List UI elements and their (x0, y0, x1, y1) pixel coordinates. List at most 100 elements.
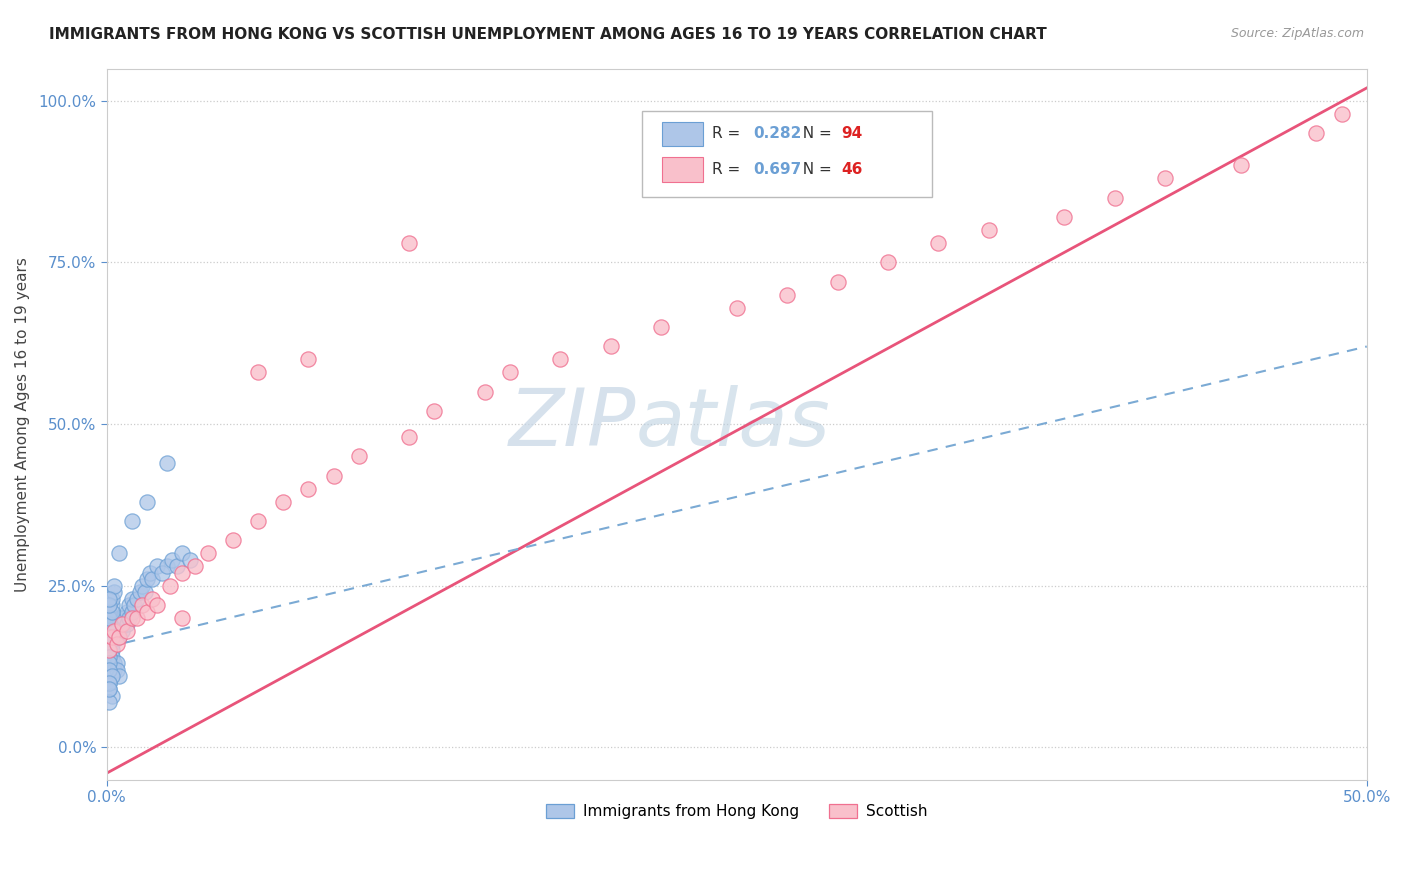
Point (1330, 107, 1353, 121)
Point (118, 611, 141, 625)
Point (136, 605, 159, 619)
Text: 46: 46 (841, 162, 863, 177)
Point (112, 611, 135, 625)
Point (131, 579, 153, 593)
Text: N =: N = (793, 162, 837, 177)
Point (927, 235, 949, 250)
Point (124, 598, 146, 612)
Point (100, 624, 122, 638)
Point (101, 669, 124, 683)
Point (650, 320, 672, 334)
Point (108, 546, 131, 560)
Point (776, 287, 799, 301)
Point (172, 566, 194, 580)
Text: IMMIGRANTS FROM HONG KONG VS SCOTTISH UNEMPLOYMENT AMONG AGES 16 TO 19 YEARS COR: IMMIGRANTS FROM HONG KONG VS SCOTTISH UN… (49, 27, 1047, 42)
Point (827, 275, 849, 289)
Point (101, 598, 124, 612)
Point (725, 301, 748, 315)
Point (156, 456, 179, 470)
Point (108, 631, 131, 645)
Text: 94: 94 (841, 127, 863, 142)
Point (98, 611, 121, 625)
Point (98, 617, 121, 632)
Point (101, 631, 124, 645)
Point (121, 514, 143, 528)
Point (347, 450, 370, 464)
Point (98, 657, 121, 671)
Point (107, 631, 129, 645)
Point (118, 598, 141, 612)
Point (115, 605, 138, 619)
Point (108, 611, 131, 625)
FancyBboxPatch shape (662, 122, 703, 146)
Point (101, 624, 124, 638)
Point (121, 591, 143, 606)
Point (115, 624, 138, 638)
Point (877, 255, 900, 269)
Point (98, 657, 121, 671)
Point (103, 631, 125, 645)
Point (246, 514, 269, 528)
Text: R =: R = (711, 127, 745, 142)
Point (98, 631, 121, 645)
Point (98, 637, 121, 651)
Point (108, 631, 131, 645)
Point (98, 624, 121, 638)
Point (105, 624, 128, 638)
Point (131, 598, 153, 612)
Point (104, 631, 127, 645)
Point (162, 553, 184, 567)
Point (184, 559, 207, 574)
Point (101, 605, 124, 619)
Point (141, 572, 163, 586)
Point (98, 682, 121, 697)
Text: 0.282: 0.282 (754, 127, 801, 142)
Point (141, 591, 163, 606)
Point (1053, 210, 1076, 224)
Point (297, 352, 319, 367)
Point (98, 675, 121, 690)
Point (98, 591, 121, 606)
Point (101, 689, 124, 703)
Point (98, 611, 121, 625)
Point (1154, 171, 1177, 186)
Point (98, 682, 121, 697)
Point (105, 663, 128, 677)
Point (103, 611, 125, 625)
Point (1305, 126, 1327, 140)
Text: atlas: atlas (636, 385, 831, 463)
Point (98, 631, 121, 645)
Text: N =: N = (793, 127, 837, 142)
Point (159, 579, 181, 593)
Point (98, 675, 121, 690)
Point (166, 559, 188, 574)
Point (172, 611, 194, 625)
Point (101, 591, 124, 606)
Point (98, 637, 121, 651)
Point (98, 598, 121, 612)
Legend: Immigrants from Hong Kong, Scottish: Immigrants from Hong Kong, Scottish (540, 798, 934, 825)
Point (111, 617, 134, 632)
Point (136, 494, 159, 508)
Text: 0.697: 0.697 (754, 162, 801, 177)
Point (101, 631, 124, 645)
Point (105, 657, 128, 671)
Point (125, 591, 148, 606)
Point (101, 631, 124, 645)
Point (105, 637, 128, 651)
Point (98, 605, 121, 619)
Point (101, 631, 124, 645)
Point (103, 617, 125, 632)
Point (98, 643, 121, 657)
Point (101, 649, 124, 664)
Point (101, 617, 124, 632)
Point (111, 624, 134, 638)
Point (98, 649, 121, 664)
Point (550, 352, 572, 367)
FancyBboxPatch shape (662, 157, 703, 182)
Point (97, 631, 120, 645)
Y-axis label: Unemployment Among Ages 16 to 19 years: Unemployment Among Ages 16 to 19 years (15, 257, 30, 591)
Point (271, 494, 294, 508)
Point (138, 566, 160, 580)
Point (398, 235, 420, 250)
